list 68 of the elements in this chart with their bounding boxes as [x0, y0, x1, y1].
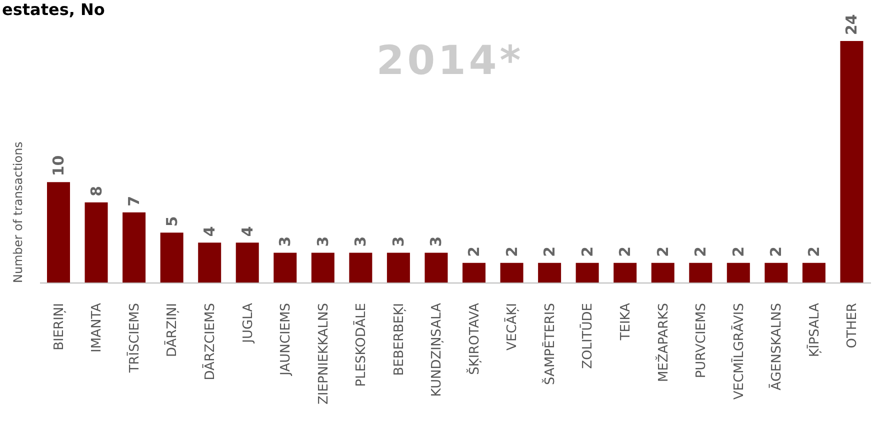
data-label: 2 — [616, 246, 634, 257]
data-label: 3 — [389, 236, 408, 247]
bar — [726, 262, 750, 283]
data-label: 3 — [276, 236, 294, 247]
x-tick-label: JUGLA — [240, 302, 256, 344]
data-label: 5 — [162, 216, 181, 227]
data-label: 7 — [125, 196, 144, 206]
data-label: 2 — [729, 246, 748, 257]
bar — [764, 262, 788, 283]
bar — [689, 262, 712, 283]
bar — [198, 242, 222, 283]
data-label: 2 — [692, 246, 710, 257]
data-label: 2 — [767, 246, 786, 257]
data-label: 24 — [842, 14, 861, 35]
data-label: 2 — [654, 246, 672, 257]
data-label: 2 — [578, 246, 596, 257]
bar — [651, 262, 674, 283]
bar — [424, 252, 448, 283]
data-label: 8 — [87, 186, 106, 196]
bar — [349, 252, 372, 283]
x-tick-label: PURVCIEMS — [694, 303, 710, 378]
x-tick-label: ZIEPNIEKKALNS — [316, 303, 332, 404]
bar — [386, 252, 410, 283]
x-tick-label: IMANTA — [90, 302, 105, 352]
bar — [462, 262, 486, 283]
y-axis-title: Number of transactions — [11, 142, 25, 283]
data-label: 4 — [200, 226, 219, 237]
bar — [840, 41, 864, 283]
data-label: 2 — [540, 246, 559, 257]
data-label: 3 — [427, 236, 446, 247]
x-tick-label: ĶĪPSALA — [806, 302, 822, 358]
data-label: 3 — [314, 236, 332, 247]
x-tick-label: DĀRZIŅI — [164, 303, 180, 358]
x-tick-label: ĀGENSKALNS — [768, 303, 785, 390]
x-tick-label: JAUNCIEMS — [278, 303, 294, 376]
bar — [311, 252, 334, 283]
x-tick-label: TEIKA — [618, 302, 634, 342]
data-label: 2 — [502, 246, 521, 257]
bar — [236, 242, 259, 283]
x-tick-label: BEBERBEĶI — [392, 303, 407, 376]
bar — [47, 182, 70, 283]
x-tick-label: KUNDZIŅSALA — [430, 302, 445, 397]
chart-title: estates, No — [2, 0, 105, 19]
data-label: 3 — [352, 236, 370, 247]
x-tick-label: VECĀĶI — [504, 303, 520, 350]
x-tick-label: ŠĶIROTAVA — [465, 302, 482, 375]
bar — [84, 202, 108, 283]
x-tick-label: MEŽAPARKS — [654, 303, 672, 382]
bar — [538, 262, 562, 283]
data-label: 4 — [238, 226, 256, 237]
x-tick-label: BIERIŅI — [52, 303, 67, 350]
x-tick-label: TRĪSCIEMS — [126, 303, 142, 374]
bar — [500, 262, 524, 283]
bar — [122, 212, 146, 283]
bar — [614, 262, 637, 283]
x-tick-label: DĀRZCIEMS — [202, 303, 218, 380]
x-tick-label: ZOLITŪDE — [580, 303, 596, 369]
x-tick-label: OTHER — [845, 303, 860, 348]
bar — [274, 252, 297, 283]
data-label: 2 — [804, 246, 823, 257]
data-label: 10 — [50, 155, 68, 176]
x-tick-label: PLESKODĀLE — [353, 303, 370, 387]
bar — [576, 262, 599, 283]
x-tick-label: VECMĪLGRĀVIS — [730, 303, 747, 400]
data-label: 2 — [465, 246, 483, 257]
bar — [160, 232, 184, 283]
x-tick-label: ŠAMPĒTERIS — [540, 303, 558, 385]
bar — [802, 262, 826, 283]
